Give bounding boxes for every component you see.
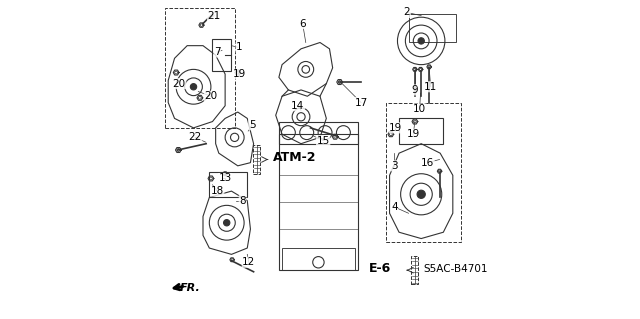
Text: 12: 12 [242,257,255,267]
Text: 9: 9 [412,85,418,95]
Text: 11: 11 [424,82,437,92]
Text: 8: 8 [239,196,246,206]
Text: 5: 5 [249,120,255,130]
Text: 20: 20 [173,78,186,89]
Text: 10: 10 [413,104,426,114]
Bar [387,103,461,242]
Circle shape [417,190,426,198]
Text: 15: 15 [317,136,330,145]
Bar [412,256,419,285]
Circle shape [190,84,196,90]
Text: 16: 16 [421,158,434,168]
Text: 4: 4 [391,202,397,212]
Text: 17: 17 [355,98,368,108]
Text: E-6: E-6 [369,262,391,275]
Text: S5AC-B4701: S5AC-B4701 [424,263,488,274]
Circle shape [418,38,424,44]
Text: 19: 19 [406,129,420,139]
Text: 21: 21 [207,11,221,21]
Text: FR.: FR. [179,283,200,293]
Text: 22: 22 [188,132,202,142]
Text: 3: 3 [391,161,397,171]
Text: 18: 18 [211,186,224,196]
Text: 19: 19 [233,69,246,79]
Text: 6: 6 [300,19,306,28]
Text: 14: 14 [291,101,305,111]
Text: 7: 7 [214,47,221,57]
Text: 19: 19 [389,123,403,133]
Text: 13: 13 [218,174,232,183]
Bar [165,8,235,128]
Circle shape [223,219,230,226]
Bar [253,145,260,174]
Text: ATM-2: ATM-2 [273,152,316,164]
Text: 20: 20 [204,91,218,101]
Text: 1: 1 [236,42,243,52]
Text: 2: 2 [404,7,410,18]
